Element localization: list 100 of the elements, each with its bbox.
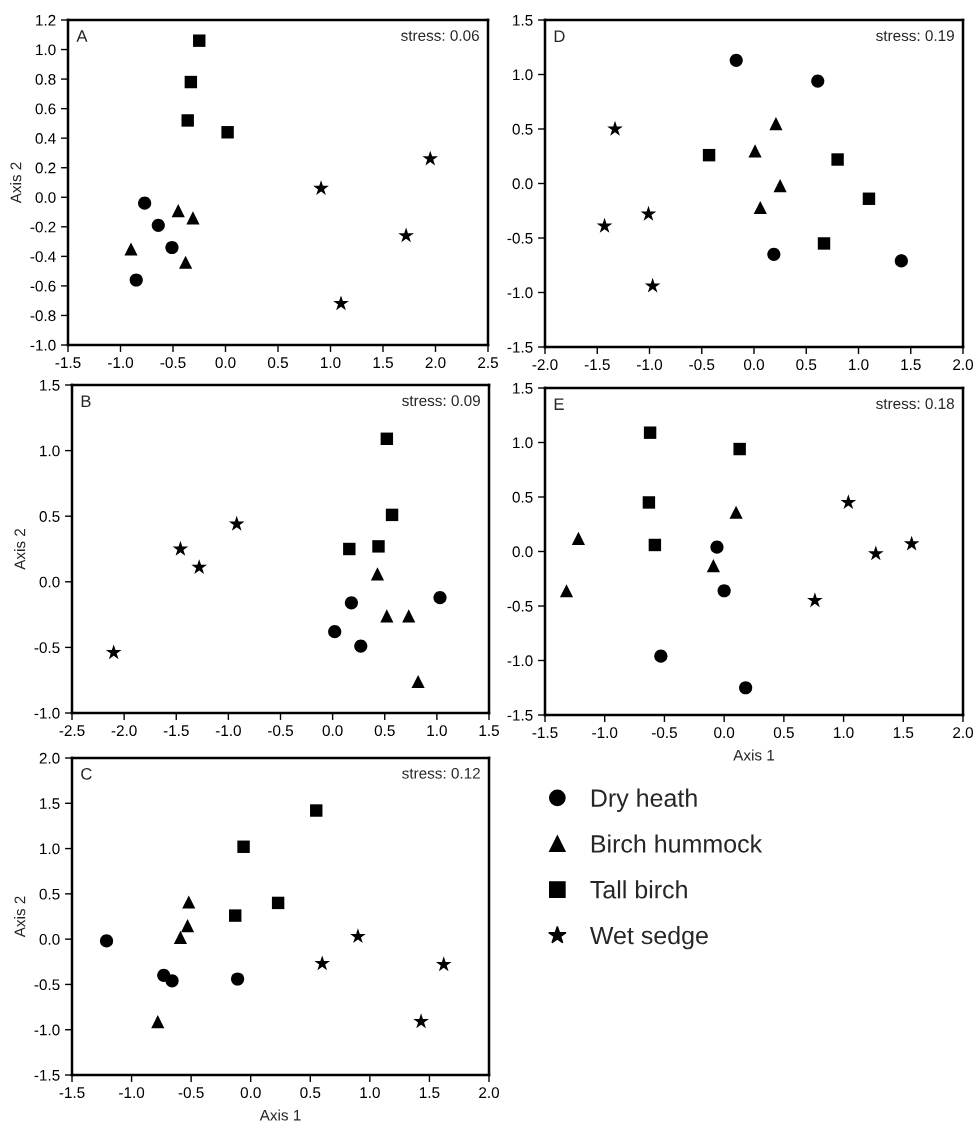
point [182, 895, 196, 909]
point [729, 53, 743, 67]
point [710, 540, 724, 554]
y-tick-label: -0.8 [30, 310, 56, 322]
x-tick-label: 0.0 [714, 727, 735, 739]
point [402, 609, 416, 623]
point [840, 494, 857, 510]
x-tick-label: -2.5 [59, 725, 85, 737]
point [571, 531, 586, 546]
point [370, 567, 385, 581]
x-tick-label: 2.0 [953, 727, 973, 739]
point [124, 242, 138, 256]
x-tick-label: 1.0 [849, 359, 869, 371]
point [748, 144, 762, 158]
point [811, 74, 825, 88]
x-tick-label: 0.0 [215, 357, 236, 369]
point [422, 150, 439, 166]
x-tick-label: -0.5 [689, 359, 715, 371]
x-axis-title: Axis 1 [733, 749, 775, 761]
annotation: E [554, 398, 564, 410]
point [643, 426, 657, 439]
x-tick-label: -1.5 [163, 725, 189, 737]
point [411, 674, 425, 689]
y-tick-label: 0.6 [35, 103, 56, 115]
x-tick-label: 2.0 [953, 359, 973, 371]
x-tick-label: 1.5 [893, 727, 914, 739]
y-tick-label: -1.5 [34, 1070, 60, 1081]
point [702, 148, 716, 162]
x-tick-label: 0.0 [322, 725, 343, 737]
y-tick-label: 0.0 [39, 934, 60, 945]
point [817, 237, 831, 250]
x-tick-label: 2.0 [425, 357, 446, 369]
x-tick-label: -1.5 [584, 359, 610, 371]
point [717, 584, 731, 598]
point [313, 180, 329, 196]
point [138, 196, 152, 210]
x-tick-label: -1.0 [637, 359, 663, 371]
annotation: stress: 0.09 [402, 395, 480, 407]
x-tick-label: 0.5 [773, 727, 794, 739]
point [733, 442, 746, 456]
point [831, 153, 844, 166]
x-axis-title: Axis 1 [259, 1109, 301, 1121]
point [767, 247, 781, 261]
point [354, 639, 368, 653]
point [862, 192, 876, 205]
point [607, 120, 623, 136]
point [310, 804, 323, 817]
annotation: D [554, 30, 565, 42]
x-tick-label: 1.5 [479, 725, 499, 737]
y-tick-label: 0.5 [39, 511, 60, 522]
point [221, 126, 234, 139]
y-tick-label: -1.0 [34, 1024, 60, 1036]
point [894, 254, 908, 268]
y-tick-label: -0.6 [30, 280, 56, 292]
y-tick-label: 1.0 [40, 445, 60, 457]
point [328, 625, 342, 639]
y-tick-label: -0.4 [30, 251, 56, 263]
point [644, 277, 661, 293]
y-tick-label: 0.4 [35, 133, 56, 144]
point [413, 1013, 429, 1029]
point [380, 432, 394, 445]
y-tick-label: 1.5 [513, 15, 533, 26]
y-tick-label: 1.0 [40, 843, 60, 855]
point [228, 515, 245, 531]
point [380, 609, 394, 623]
x-tick-label: 1.0 [834, 727, 854, 739]
annotation: C [81, 767, 92, 780]
y-tick-label: -0.5 [507, 232, 533, 244]
point [654, 649, 668, 663]
annotation: A [76, 30, 88, 42]
annotation: B [81, 395, 91, 407]
y-tick-label: -0.2 [30, 221, 56, 233]
y-tick-label: 2.0 [39, 752, 60, 764]
point [385, 508, 399, 522]
point [642, 496, 656, 509]
point [181, 114, 194, 127]
point [596, 217, 613, 233]
legend-label: Birch hummock [591, 834, 763, 853]
y-tick-label: 1.5 [40, 798, 60, 809]
y-tick-label: 1.0 [513, 69, 533, 81]
x-tick-label: -0.5 [178, 1087, 204, 1099]
x-tick-label: 0.5 [300, 1087, 321, 1099]
point [172, 540, 189, 556]
point [769, 116, 783, 131]
point [433, 590, 447, 605]
x-tick-label: -1.5 [59, 1087, 85, 1099]
point [231, 972, 245, 986]
x-tick-label: -1.0 [215, 725, 241, 737]
x-tick-label: 1.5 [419, 1087, 440, 1099]
point [179, 255, 193, 269]
y-axis-title: Axis 2 [14, 896, 26, 938]
x-tick-label: 1.5 [373, 357, 393, 369]
x-tick-label: -1.5 [55, 357, 81, 369]
x-tick-label: -0.5 [651, 727, 677, 739]
y-tick-label: 1.0 [513, 437, 533, 449]
y-tick-label: -0.5 [34, 642, 60, 654]
annotation: stress: 0.18 [876, 398, 954, 410]
annotation: stress: 0.19 [876, 30, 954, 42]
y-tick-label: 0.0 [512, 178, 533, 190]
point [773, 179, 787, 193]
